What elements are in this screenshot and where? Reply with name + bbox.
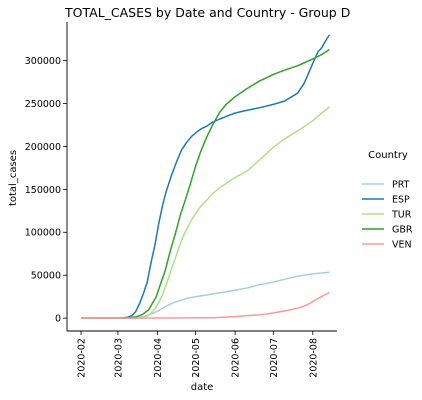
- series-line-tur: [81, 106, 330, 319]
- legend-label-gbr: GBR: [392, 225, 413, 236]
- x-ticks: 2020-02 2020-03 2020-04 2020-05 2020-06 2020-…: [77, 331, 319, 378]
- legend-label-tur: TUR: [391, 210, 412, 221]
- legend-title: Country: [368, 150, 408, 161]
- y-ticks: 0 50000 100000 150000 200000 250000 300000: [25, 56, 67, 325]
- x-tick-label: 2020-05: [191, 338, 202, 378]
- axes: [66, 22, 337, 332]
- x-axis-label: date: [191, 382, 214, 393]
- legend-label-esp: ESP: [392, 195, 410, 206]
- legend-label-prt: PRT: [392, 180, 410, 191]
- series-line-gbr: [81, 48, 330, 319]
- y-axis-label: total_cases: [8, 150, 19, 206]
- y-tick-label: 300000: [25, 56, 61, 67]
- x-tick-label: 2020-06: [231, 338, 242, 378]
- series-line-esp: [81, 34, 331, 319]
- x-tick-label: 2020-02: [77, 338, 88, 378]
- x-tick-label: 2020-08: [308, 338, 319, 378]
- legend: Country PRT ESP TUR GBR VEN: [362, 150, 413, 251]
- y-tick-label: 50000: [31, 271, 61, 282]
- chart-title: TOTAL_CASES by Date and Country - Group …: [64, 5, 350, 20]
- x-tick-label: 2020-07: [269, 338, 280, 378]
- series-line-ven: [81, 291, 330, 319]
- legend-label-ven: VEN: [392, 240, 412, 251]
- y-tick-label: 200000: [25, 142, 61, 153]
- x-tick-label: 2020-04: [153, 338, 164, 378]
- plot-lines: [81, 34, 331, 319]
- series-line-prt: [81, 271, 330, 319]
- y-tick-label: 0: [55, 314, 61, 325]
- y-tick-label: 150000: [25, 185, 61, 196]
- y-tick-label: 250000: [25, 99, 61, 110]
- x-tick-label: 2020-03: [113, 338, 124, 378]
- y-tick-label: 100000: [25, 228, 61, 239]
